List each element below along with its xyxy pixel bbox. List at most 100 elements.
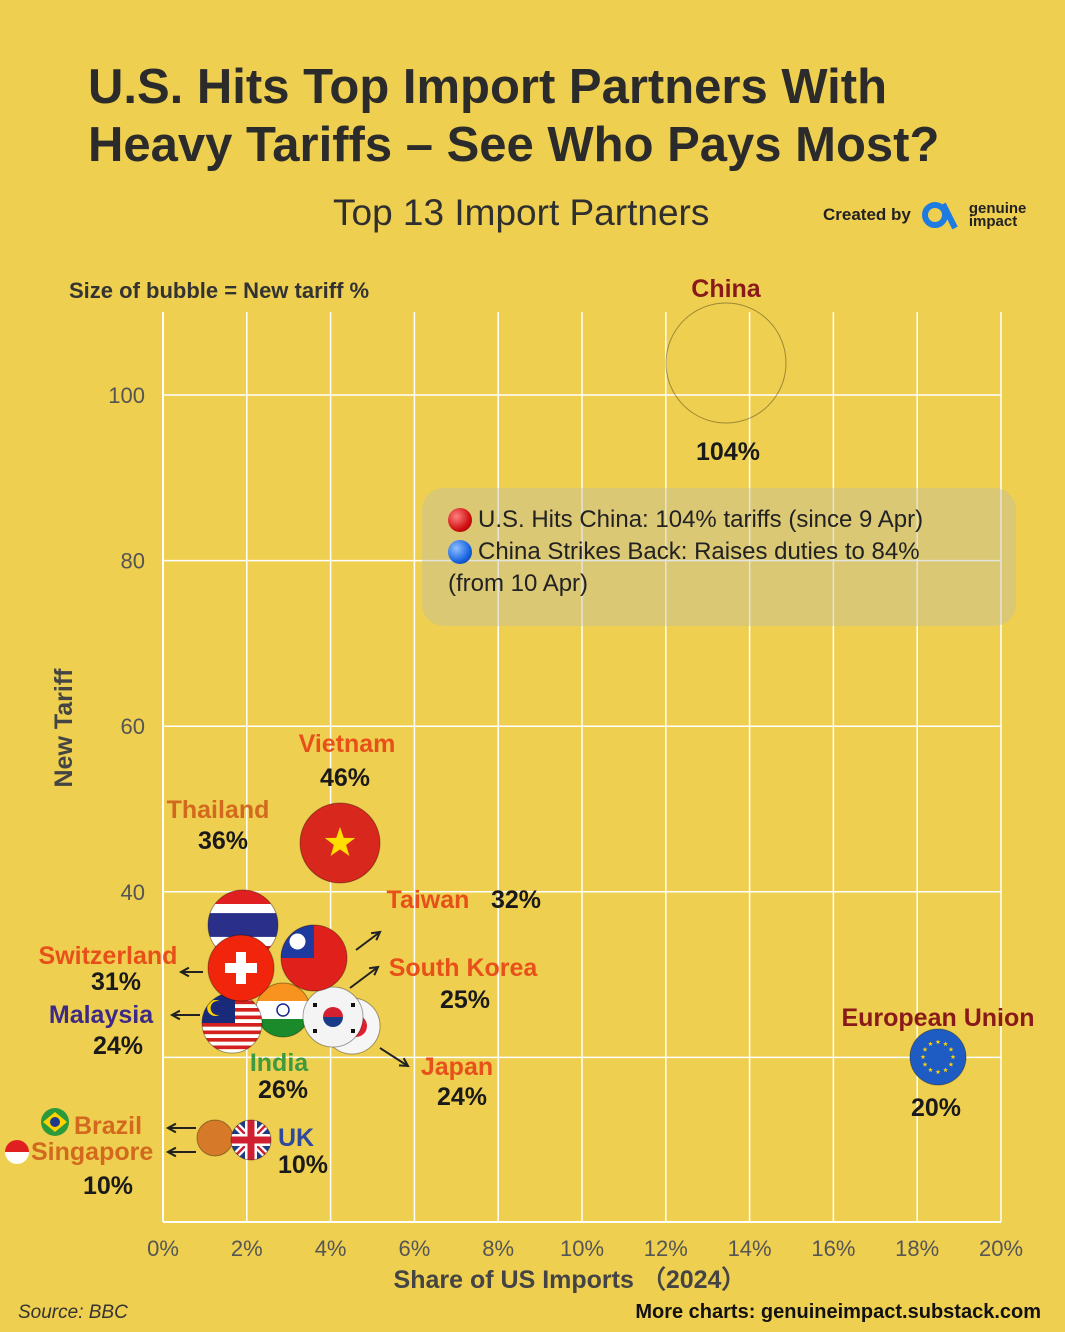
- japan-tariff-label: 24%: [437, 1083, 487, 1111]
- blue-dot-icon: [448, 540, 472, 564]
- vietnam-bubble-outline: [299, 802, 381, 884]
- legend-item-china: China Strikes Back: Raises duties to 84%: [448, 538, 920, 566]
- switzerland-bubble-outline: [207, 934, 275, 1002]
- malaysia-flag-icon: [202, 993, 262, 1053]
- china-tariff-label: 104%: [696, 438, 760, 466]
- brand-line-1: genuine: [968, 200, 1027, 217]
- arrow-head-icon: [169, 1009, 181, 1021]
- eu-tariff-label: 20%: [911, 1094, 961, 1122]
- japan-name-label: Japan: [421, 1053, 493, 1081]
- x-tick-label: 6%: [399, 1236, 431, 1261]
- brand-name: genuine impact: [968, 200, 1027, 230]
- china-flag-icon: [666, 303, 786, 423]
- x-tick-label: 16%: [811, 1236, 855, 1261]
- taiwan-tariff-label: 32%: [491, 886, 541, 914]
- vietnam-bubble: [299, 802, 381, 884]
- vietnam-tariff-label: 46%: [320, 764, 370, 792]
- taiwan-name-label: Taiwan: [387, 886, 470, 914]
- uk-bubble: [230, 1119, 272, 1161]
- y-tick-label: 80: [121, 549, 145, 574]
- brazil-name-label: Brazil: [74, 1112, 142, 1140]
- india-tariff-label: 26%: [258, 1076, 308, 1104]
- malaysia-tariff-label: 24%: [93, 1032, 143, 1060]
- eu-name-label: European Union: [841, 1004, 1034, 1032]
- switzerland-tariff-label: 31%: [91, 968, 141, 996]
- switzerland-name-label: Switzerland: [39, 942, 178, 970]
- taiwan-bubble-outline: [280, 924, 348, 992]
- y-tick-label: 60: [121, 714, 145, 739]
- legend-item-us: U.S. Hits China: 104% tariffs (since 9 A…: [448, 506, 923, 534]
- chart-subtitle: Top 13 Import Partners: [333, 192, 710, 233]
- arrow-head-icon: [368, 965, 380, 976]
- india-flag-icon: [256, 983, 310, 1037]
- legend-box: [422, 488, 1016, 626]
- y-tick-label: 100: [108, 383, 145, 408]
- source-note: Source: BBC: [18, 1302, 128, 1323]
- y-tick-label: 40: [121, 880, 145, 905]
- uk-name-label: UK: [278, 1124, 314, 1152]
- arrow-head-icon: [165, 1146, 177, 1158]
- y-axis-label: New Tariff: [50, 668, 78, 788]
- uk-tariff-label: 10%: [278, 1151, 328, 1179]
- x-axis-label: Share of US Imports （2024）: [394, 1265, 747, 1294]
- legend-item-date: (from 10 Apr): [448, 570, 588, 598]
- china-bubble-outline: [665, 302, 787, 424]
- chart-title: U.S. Hits Top Import Partners With Heavy…: [88, 60, 940, 172]
- china-name-label: China: [691, 275, 762, 303]
- southkorea-bubble: [302, 986, 364, 1048]
- southkorea-bubble-outline: [302, 986, 364, 1048]
- x-tick-label: 14%: [728, 1236, 772, 1261]
- arrow-head-icon: [178, 966, 190, 978]
- singapore-tariff-label: 10%: [83, 1172, 133, 1200]
- credit: Created by genuine impact: [823, 200, 1026, 230]
- arrow-head-icon: [165, 1122, 177, 1134]
- created-by-label: Created by: [823, 205, 911, 224]
- bubbles-layer: [196, 302, 967, 1161]
- malaysia-bubble: [201, 992, 263, 1054]
- southkorea-name-label: South Korea: [389, 954, 539, 982]
- grid-layer: [162, 312, 1002, 1223]
- x-tick-label: 12%: [644, 1236, 688, 1261]
- singapore-small-flag-icon: [5, 1140, 29, 1164]
- legend-text-us: U.S. Hits China: 104% tariffs (since 9 A…: [478, 506, 924, 533]
- singapore-name-label: Singapore: [31, 1138, 153, 1166]
- x-tick-label: 2%: [231, 1236, 263, 1261]
- uk-flag-icon: [231, 1120, 271, 1160]
- labels-layer: China 104% Vietnam 46% Thailand 36% Taiwan 32% S…: [5, 275, 1035, 1200]
- arrow-line: [349, 966, 379, 989]
- x-tick-label: 18%: [895, 1236, 939, 1261]
- switzerland-flag-icon: [208, 935, 274, 1001]
- red-dot-icon: [448, 508, 472, 532]
- malaysia-name-label: Malaysia: [49, 1001, 154, 1029]
- x-tick-label: 8%: [482, 1236, 514, 1261]
- legend-text-date: (from 10 Apr): [448, 570, 589, 597]
- annotation-arrows: [165, 930, 410, 1158]
- china-bubble: [665, 302, 787, 424]
- more-charts-link: More charts: genuineimpact.substack.com: [635, 1301, 1041, 1323]
- brazil-bubble: [196, 1119, 234, 1157]
- arrow-line: [355, 931, 381, 951]
- x-tick-label: 20%: [979, 1236, 1023, 1261]
- arrow-line: [379, 1047, 409, 1067]
- arrow-head-icon: [398, 1057, 410, 1068]
- brazil-small-flag-icon: [41, 1108, 69, 1136]
- genuine-impact-logo-icon: [921, 202, 958, 230]
- eu-bubble-outline: [909, 1028, 967, 1086]
- india-name-label: India: [250, 1049, 309, 1077]
- brand-line-2: impact: [968, 213, 1018, 230]
- switzerland-bubble: [207, 934, 275, 1002]
- eu-flag-icon: [910, 1029, 966, 1085]
- taiwan-bubble: [280, 924, 348, 992]
- uk-bubble-outline: [230, 1119, 272, 1161]
- thailand-tariff-label: 36%: [198, 827, 248, 855]
- bubble-size-note: Size of bubble = New tariff %: [69, 278, 370, 303]
- vietnam-flag-icon: [300, 803, 380, 883]
- southkorea-tariff-label: 25%: [440, 986, 490, 1014]
- x-tick-label: 10%: [560, 1236, 604, 1261]
- brazil-flag-icon: [197, 1120, 233, 1156]
- arrow-head-icon: [370, 930, 382, 941]
- southkorea-flag-icon: [303, 987, 363, 1047]
- axes-layer: 0% 2% 4% 6% 8% 10% 12% 14% 16% 18% 20% 40 60 80 100 Sha…: [50, 383, 1023, 1294]
- thailand-name-label: Thailand: [167, 796, 270, 824]
